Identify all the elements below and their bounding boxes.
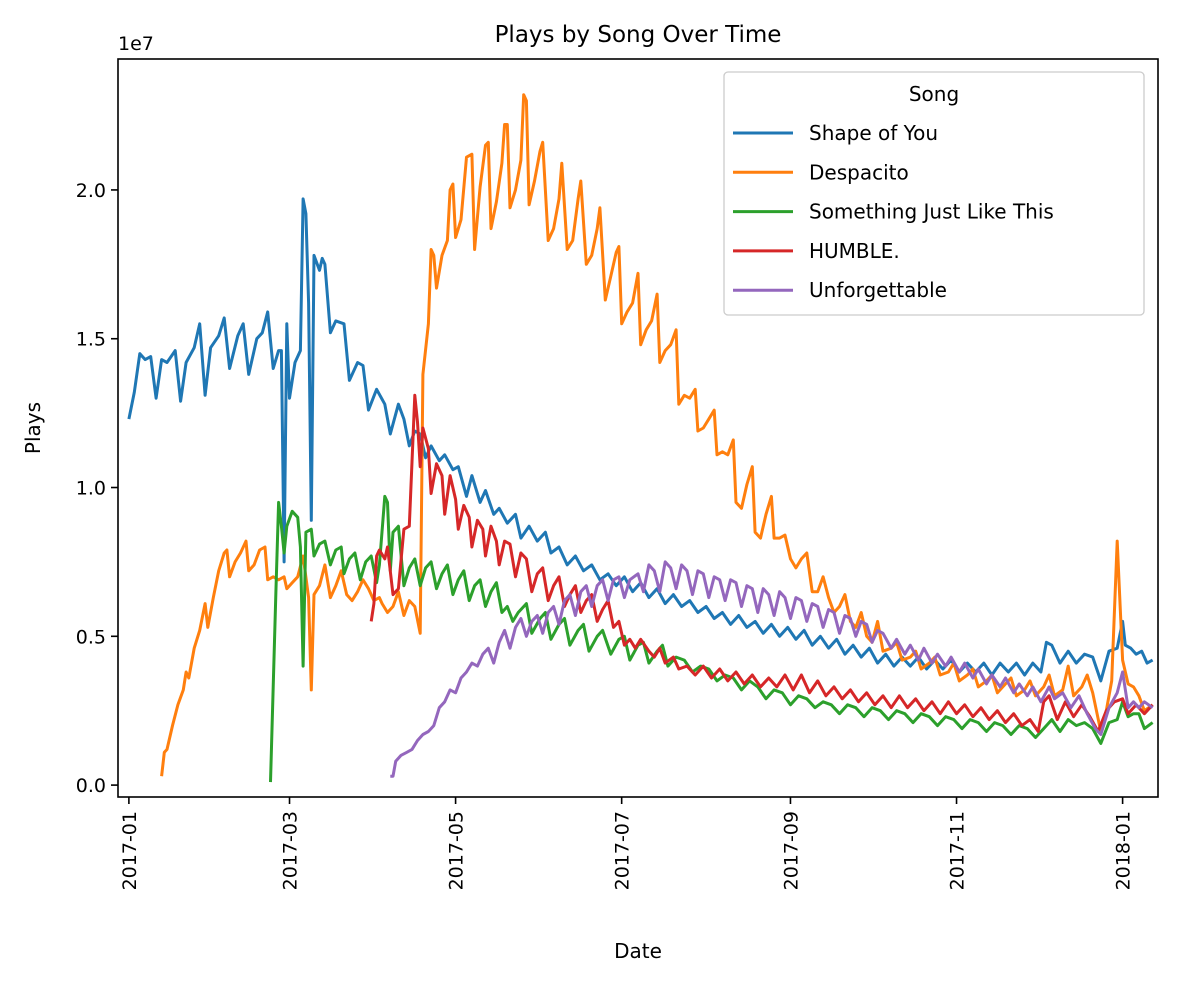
- x-tick-label: 2018-01: [1113, 811, 1135, 890]
- legend-items: Shape of You Despacito Something Just Like…: [733, 121, 1054, 302]
- legend-box: [723, 71, 1145, 316]
- y-tick-label: 0.0: [76, 775, 106, 797]
- x-tick-label: 2017-11: [947, 811, 969, 890]
- y-tick-label: 1.0: [76, 478, 106, 500]
- y-axis-ticks: 0.0 0.5 1.0 1.5 2.0: [76, 180, 118, 797]
- x-tick-label: 2017-07: [612, 811, 634, 890]
- y-tick-label: 1.5: [76, 329, 106, 351]
- x-axis-ticks: 2017-01 2017-03 2017-05 2017-07 2017-09 2017-…: [119, 797, 1135, 890]
- series-line-3: [369, 393, 1154, 733]
- x-tick-label: 2017-03: [280, 811, 302, 890]
- legend-title: Song: [909, 82, 959, 106]
- legend: Song Shape of You Despacito Something Just…: [723, 71, 1145, 316]
- legend-label: Shape of You: [809, 121, 938, 145]
- x-tick-label: 2017-09: [780, 811, 802, 890]
- plot-frame: [117, 58, 1159, 798]
- legend-label: HUMBLE.: [809, 239, 900, 263]
- series-line-4: [390, 560, 1154, 778]
- legend-label: Despacito: [809, 160, 909, 184]
- chart-title: Plays by Song Over Time: [495, 22, 782, 48]
- y-axis-label: Plays: [21, 402, 45, 454]
- x-tick-label: 2017-05: [446, 811, 468, 890]
- series-lines: [127, 93, 1154, 783]
- legend-label: Unforgettable: [809, 278, 947, 302]
- series-line-2: [269, 494, 1154, 783]
- y-tick-label: 0.5: [76, 626, 106, 648]
- y-axis-offset-text: 1e7: [118, 33, 154, 55]
- y-tick-label: 2.0: [76, 180, 106, 202]
- x-tick-label: 2017-01: [119, 811, 141, 890]
- x-axis-label: Date: [614, 939, 662, 963]
- legend-label: Something Just Like This: [809, 200, 1054, 224]
- series-line-1: [160, 93, 1154, 777]
